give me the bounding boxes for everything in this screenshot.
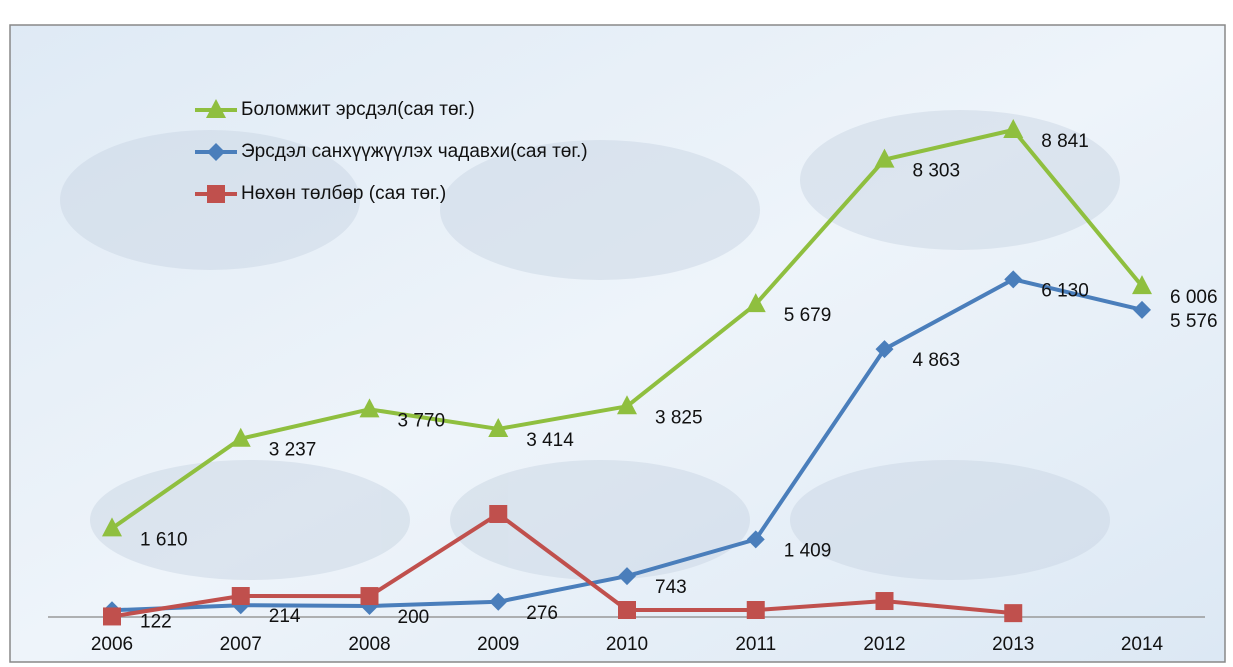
- data-label: 122: [140, 611, 172, 632]
- data-label: 5 679: [784, 305, 832, 326]
- x-tick-label: 2010: [606, 634, 648, 655]
- point: [618, 601, 636, 619]
- x-tick-label: 2007: [220, 634, 262, 655]
- point: [747, 601, 765, 619]
- data-label: 4 863: [913, 350, 961, 371]
- data-label: 743: [655, 577, 687, 598]
- legend-marker: [207, 185, 225, 203]
- data-label: 1 610: [140, 529, 188, 550]
- legend-label: Боломжит эрсдэл(сая төг.): [241, 99, 475, 120]
- data-label: 3 770: [398, 410, 446, 431]
- x-tick-label: 2014: [1121, 634, 1164, 655]
- data-label: 8 303: [913, 161, 961, 182]
- x-tick-label: 2013: [992, 634, 1034, 655]
- point: [103, 607, 121, 625]
- point: [489, 505, 507, 523]
- data-label: 276: [526, 603, 558, 624]
- legend-label: Нөхөн төлбөр (сая төг.): [241, 183, 446, 204]
- point: [232, 587, 250, 605]
- x-tick-label: 2012: [863, 634, 905, 655]
- data-label: 6 130: [1041, 280, 1089, 301]
- data-label: 3 237: [269, 440, 317, 461]
- data-label: 5 576: [1170, 311, 1218, 332]
- x-tick-label: 2009: [477, 634, 519, 655]
- point: [876, 592, 894, 610]
- x-tick-label: 2008: [348, 634, 390, 655]
- data-label: 214: [269, 606, 301, 627]
- data-label: 1 409: [784, 540, 832, 561]
- legend-label: Эрсдэл санхүүжүүлэх чадавхи(сая төг.): [241, 141, 588, 162]
- point: [361, 587, 379, 605]
- x-tick-label: 2006: [91, 634, 133, 655]
- data-label: 3 414: [526, 430, 574, 451]
- data-label: 200: [398, 607, 430, 628]
- point: [1004, 604, 1022, 622]
- x-tick-label: 2011: [735, 634, 776, 655]
- data-label: 6 006: [1170, 287, 1218, 308]
- chart: 2006 2007 2008 2009 2010 2011 2012 2013 2014 1 61…: [0, 0, 1233, 667]
- data-label: 3 825: [655, 407, 703, 428]
- data-label: 8 841: [1041, 131, 1089, 152]
